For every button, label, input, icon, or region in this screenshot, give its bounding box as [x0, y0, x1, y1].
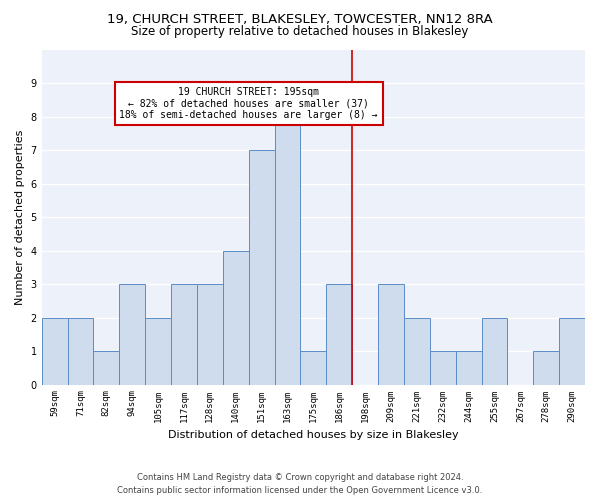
- Text: Size of property relative to detached houses in Blakesley: Size of property relative to detached ho…: [131, 25, 469, 38]
- Bar: [119, 284, 145, 384]
- X-axis label: Distribution of detached houses by size in Blakesley: Distribution of detached houses by size …: [168, 430, 458, 440]
- Bar: [430, 351, 455, 384]
- Text: 19, CHURCH STREET, BLAKESLEY, TOWCESTER, NN12 8RA: 19, CHURCH STREET, BLAKESLEY, TOWCESTER,…: [107, 12, 493, 26]
- Text: 19 CHURCH STREET: 195sqm
← 82% of detached houses are smaller (37)
18% of semi-d: 19 CHURCH STREET: 195sqm ← 82% of detach…: [119, 87, 378, 120]
- Bar: [248, 150, 275, 384]
- Bar: [404, 318, 430, 384]
- Bar: [533, 351, 559, 384]
- Bar: [559, 318, 585, 384]
- Text: Contains HM Land Registry data © Crown copyright and database right 2024.
Contai: Contains HM Land Registry data © Crown c…: [118, 474, 482, 495]
- Bar: [326, 284, 352, 384]
- Bar: [455, 351, 482, 384]
- Bar: [145, 318, 171, 384]
- Bar: [378, 284, 404, 384]
- Bar: [171, 284, 197, 384]
- Bar: [94, 351, 119, 384]
- Bar: [482, 318, 508, 384]
- Bar: [223, 250, 248, 384]
- Bar: [301, 351, 326, 384]
- Bar: [275, 117, 301, 384]
- Bar: [68, 318, 94, 384]
- Y-axis label: Number of detached properties: Number of detached properties: [15, 130, 25, 305]
- Bar: [41, 318, 68, 384]
- Bar: [197, 284, 223, 384]
